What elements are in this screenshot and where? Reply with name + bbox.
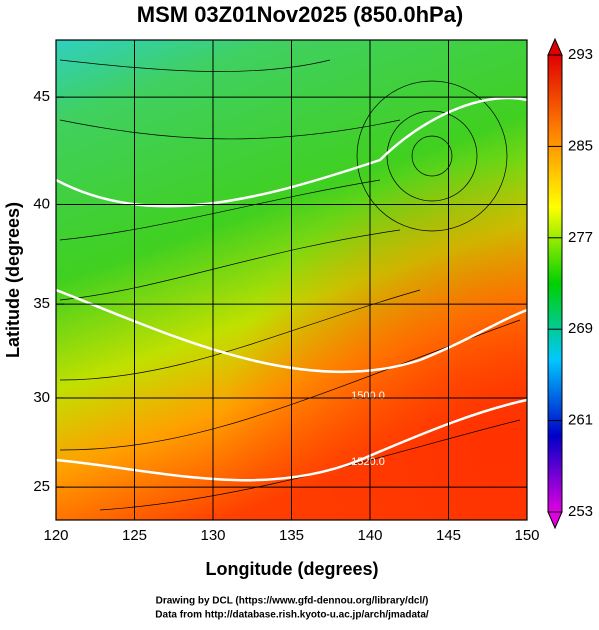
y-tick-label: 45 [33, 88, 50, 105]
x-tick-label: 150 [514, 527, 539, 544]
chart-title: MSM 03Z01Nov2025 (850.0hPa) [137, 2, 464, 27]
colorbar-tick-label: 269 [568, 320, 593, 337]
credit: Data from http://database.rish.kyoto-u.a… [155, 610, 429, 621]
x-tick-label: 145 [436, 527, 461, 544]
streamlines [59, 59, 521, 511]
x-tick-label: 125 [122, 527, 147, 544]
x-tick-label: 120 [43, 527, 68, 544]
x-tick-label: 130 [200, 527, 225, 544]
y-tick-label: 30 [33, 389, 50, 406]
y-tick-label: 25 [33, 478, 50, 495]
contour-label: 1520.0 [351, 456, 385, 468]
x-axis-label: Longitude (degrees) [205, 559, 378, 579]
y-axis-label: Latitude (degrees) [3, 202, 23, 358]
colorbar-arrow [547, 37, 563, 56]
colorbar-tick-label: 261 [568, 412, 593, 429]
colorbar-tick-label: 277 [568, 229, 593, 246]
colorbar-arrow [547, 511, 563, 530]
x-tick-label: 135 [279, 527, 304, 544]
y-tick-label: 35 [33, 295, 50, 312]
y-tick-label: 40 [33, 195, 50, 212]
contour-label: 1500.0 [351, 390, 385, 402]
x-tick-label: 140 [357, 527, 382, 544]
colorbar-tick-label: 293 [568, 46, 593, 63]
credit: Drawing by DCL (https://www.gfd-dennou.o… [156, 596, 429, 607]
colorbar [547, 54, 563, 513]
colorbar-tick-label: 285 [568, 137, 593, 154]
colorbar-tick-label: 253 [568, 503, 593, 520]
